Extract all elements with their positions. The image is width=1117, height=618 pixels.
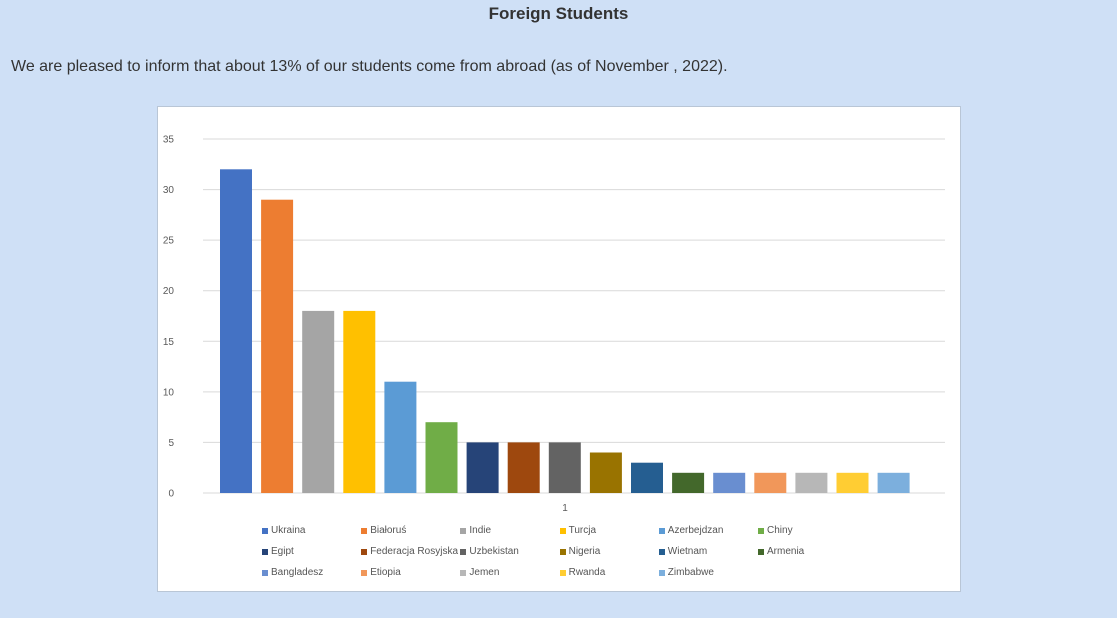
y-tick-label: 5: [168, 438, 174, 449]
bar-federacja-rosyjska: [507, 442, 540, 493]
bar-nigeria: [589, 452, 622, 493]
legend-label: Turcja: [568, 525, 597, 536]
legend-label: Azerbejdzan: [667, 525, 724, 536]
legend-swatch: [460, 548, 467, 555]
legend-item: Egipt: [262, 546, 294, 557]
legend-label: Jemen: [469, 567, 500, 578]
bar-bia-oru-: [261, 199, 294, 493]
legend-swatch: [559, 548, 566, 555]
y-tick-label: 30: [163, 185, 175, 196]
legend-label: Wietnam: [667, 546, 708, 557]
legend-item: Uzbekistan: [460, 546, 519, 557]
legend-swatch: [361, 527, 368, 534]
y-tick-label: 0: [168, 489, 174, 500]
page-title: Foreign Students: [488, 4, 629, 23]
legend-label: Nigeria: [568, 546, 601, 557]
bar-etiopia: [754, 472, 787, 493]
legend-swatch: [361, 548, 368, 555]
bars: [220, 169, 910, 494]
legend-label: Rwanda: [568, 567, 606, 578]
bar-azerbejdzan: [384, 381, 417, 493]
legend-item: Etiopia: [361, 567, 401, 578]
legend-item: Turcja: [559, 525, 597, 536]
legend-label: Uzbekistan: [469, 546, 519, 557]
y-tick-label: 25: [163, 236, 175, 247]
legend-item: Azerbejdzan: [658, 525, 724, 536]
legend-item: Białoruś: [361, 525, 406, 536]
legend-label: Bangladesz: [271, 567, 324, 578]
bar-uzbekistan: [548, 442, 581, 493]
legend-item: Nigeria: [559, 546, 601, 557]
legend-swatch: [559, 569, 566, 576]
y-axis-ticks: 0 5 10 15 20 25 30 35: [163, 135, 175, 500]
legend-item: Chiny: [758, 525, 793, 536]
legend-label: Ukraina: [271, 525, 306, 536]
legend-swatch: [460, 569, 467, 576]
bar-ukraina: [220, 169, 252, 494]
legend-item: Rwanda: [559, 567, 606, 578]
legend-label: Federacja Rosyjska: [370, 546, 458, 557]
y-tick-label: 35: [163, 135, 175, 146]
legend-label: Białoruś: [370, 525, 407, 536]
legend-swatch: [658, 548, 665, 555]
bar-bangladesz: [713, 472, 746, 493]
legend-swatch: [262, 548, 268, 555]
bar-indie: [302, 310, 335, 493]
legend-swatch: [559, 527, 566, 534]
legend-item: Zimbabwe: [658, 567, 714, 578]
legend-swatch: [262, 569, 268, 576]
legend-item: Jemen: [460, 567, 499, 578]
bar-chiny: [425, 422, 458, 493]
intro-text: We are pleased to inform that about 13% …: [11, 58, 728, 75]
legend-label: Etiopia: [370, 567, 401, 578]
legend-swatch: [658, 569, 665, 576]
bar-armenia: [672, 472, 705, 493]
y-tick-label: 15: [163, 337, 175, 348]
legend-label: Chiny: [767, 525, 793, 536]
legend-item: Bangladesz: [262, 567, 323, 578]
x-axis-ticks: 1: [562, 503, 568, 514]
chart-container: 0 5 10 15 20 25 30 35 1 Ukraina Białoruś Indie Tur…: [157, 106, 961, 592]
bar-egipt: [466, 442, 499, 493]
bar-turcja: [343, 310, 376, 493]
legend-label: Egipt: [271, 546, 294, 557]
y-tick-label: 20: [163, 286, 175, 297]
legend-label: Armenia: [767, 546, 805, 557]
legend-item: Federacja Rosyjska: [361, 546, 458, 557]
legend-item: Armenia: [758, 546, 804, 557]
legend-item: Indie: [460, 525, 491, 536]
legend-swatch: [361, 569, 368, 576]
legend-label: Indie: [469, 525, 492, 536]
bar-chart: 0 5 10 15 20 25 30 35 1: [163, 135, 945, 514]
legend-item: Wietnam: [658, 546, 708, 557]
legend-label: Zimbabwe: [667, 567, 714, 578]
legend-swatch: [658, 527, 665, 534]
bar-jemen: [795, 472, 828, 493]
legend-swatch: [758, 527, 764, 534]
bar-zimbabwe: [877, 472, 910, 493]
y-tick-label: 10: [163, 387, 175, 398]
legend-swatch: [758, 548, 764, 555]
legend-swatch: [460, 527, 467, 534]
legend-item: Ukraina: [262, 525, 305, 536]
x-tick-label: 1: [562, 503, 568, 514]
legend-swatch: [262, 527, 268, 534]
bar-wietnam: [631, 462, 663, 493]
bar-rwanda: [836, 472, 869, 493]
